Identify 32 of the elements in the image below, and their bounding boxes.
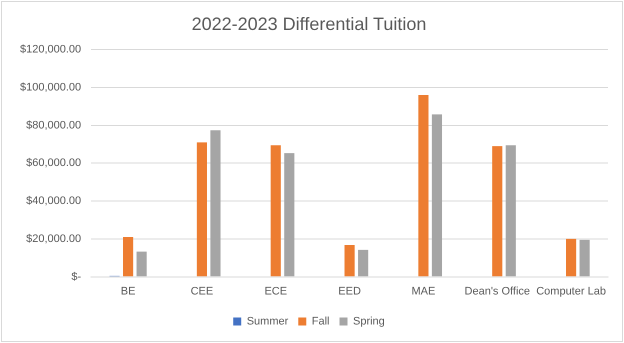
y-tick-label: $80,000.00 bbox=[26, 119, 82, 132]
bar bbox=[123, 237, 134, 276]
bar bbox=[284, 153, 294, 276]
y-tick-label: $120,000.00 bbox=[20, 44, 82, 56]
y-tick-label: $100,000.00 bbox=[20, 82, 82, 94]
bar bbox=[580, 240, 590, 276]
legend-label: Summer bbox=[246, 316, 289, 328]
y-tick-label: $- bbox=[71, 270, 82, 283]
x-tick-label: CEE bbox=[190, 285, 214, 298]
legend-label: Fall bbox=[312, 316, 330, 328]
x-tick-label: EED bbox=[338, 285, 361, 298]
bar bbox=[210, 130, 221, 276]
x-tick-label: ECE bbox=[264, 285, 288, 298]
bar bbox=[136, 252, 147, 276]
bar bbox=[358, 250, 368, 276]
y-tick-label: $40,000.00 bbox=[26, 195, 82, 208]
legend-label: Spring bbox=[352, 316, 385, 328]
x-tick-label: Computer Lab bbox=[536, 285, 606, 298]
x-tick-label: MAE bbox=[411, 285, 436, 298]
bar bbox=[344, 244, 355, 276]
bar bbox=[196, 142, 207, 276]
bar bbox=[432, 114, 442, 276]
y-tick-label: $60,000.00 bbox=[26, 157, 82, 170]
bar bbox=[566, 238, 576, 276]
bar bbox=[492, 146, 502, 276]
bar bbox=[506, 145, 516, 276]
bar bbox=[418, 95, 428, 276]
x-tick-label: BE bbox=[120, 285, 136, 298]
y-tick-label: $20,000.00 bbox=[26, 232, 82, 245]
bar bbox=[270, 145, 281, 276]
chart-title: 2022-2023 Differential Tuition bbox=[192, 14, 426, 34]
x-tick-label: Dean's Office bbox=[464, 285, 530, 298]
